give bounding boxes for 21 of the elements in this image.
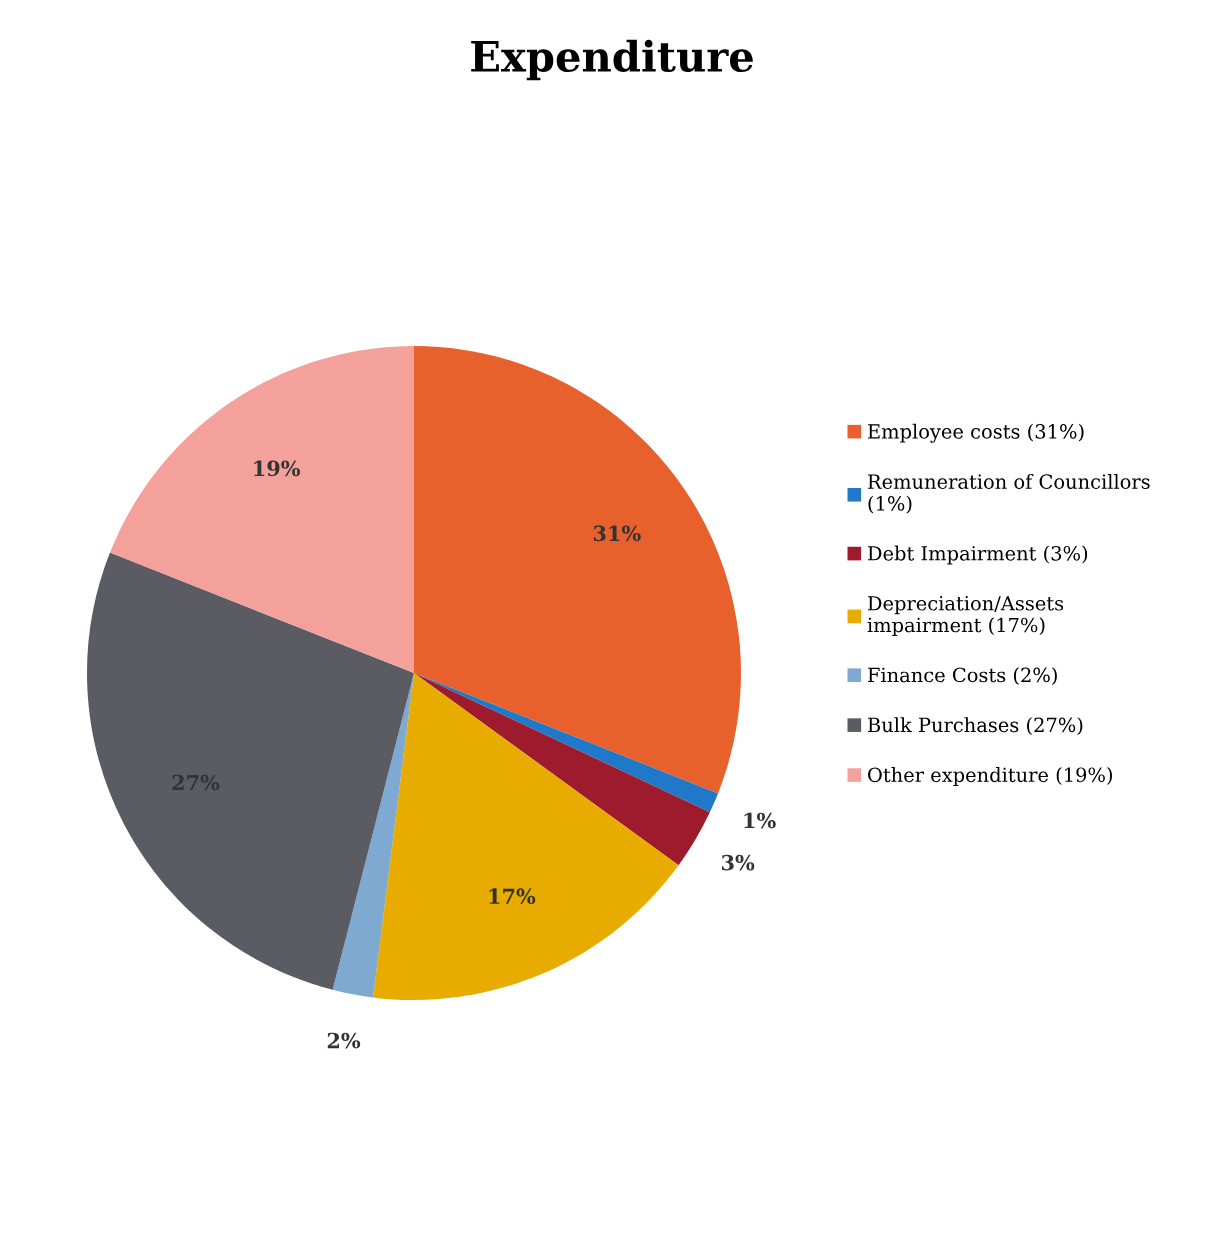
chart-title: Expenditure — [471, 39, 753, 81]
legend-label: Depreciation/Assets impairment (17%) — [867, 596, 1064, 637]
pie-slice — [414, 673, 710, 866]
data-label: 31% — [593, 525, 641, 542]
legend-label: Debt Impairment (3%) — [868, 545, 1088, 565]
legend-label: Bulk Purchases (27%) — [868, 717, 1083, 735]
pie-slice — [414, 673, 719, 813]
pie-slice — [373, 673, 679, 1000]
pie-slice — [414, 346, 741, 794]
legend-label: Employee costs (31%) — [868, 423, 1084, 443]
data-label: 17% — [489, 888, 536, 905]
pie-slice — [332, 673, 414, 998]
data-label: 3% — [721, 854, 755, 871]
legend-label: Finance Costs (2%) — [868, 667, 1057, 686]
data-label: 1% — [744, 812, 776, 829]
data-label: 2% — [327, 1032, 361, 1049]
pie-slice — [109, 346, 414, 673]
pie-slice — [87, 552, 414, 990]
legend-label: Other expenditure (19%) — [868, 767, 1112, 786]
legend-label: Remuneration of Councillors (1%) — [868, 473, 1150, 514]
data-label: 19% — [254, 460, 301, 477]
